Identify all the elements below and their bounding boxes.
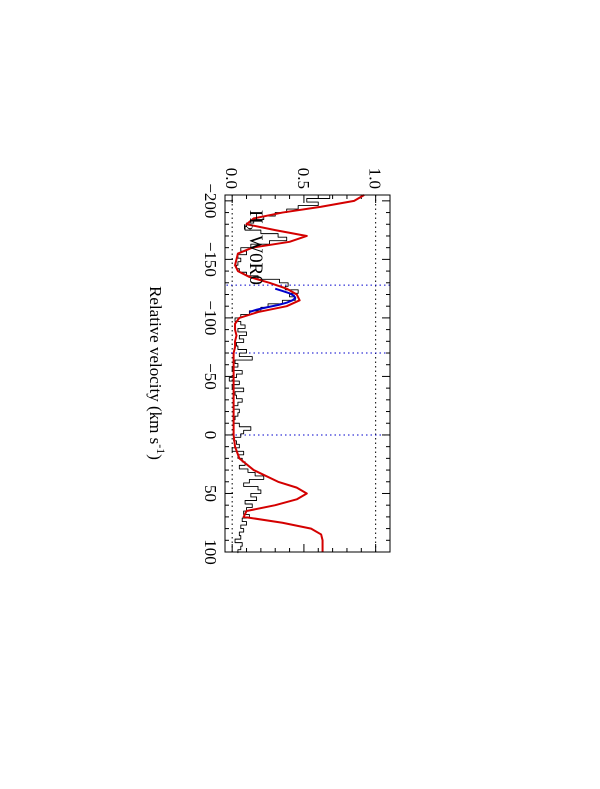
- series-layer: [228, 194, 365, 554]
- x-tick-label: 0: [201, 431, 220, 440]
- species-label: H: [245, 210, 266, 224]
- x-axis-title-close: ): [146, 454, 165, 460]
- reference-lines: [225, 195, 390, 552]
- x-axis-title-exponent: -1: [154, 444, 168, 454]
- y-tick-label: 0.5: [294, 168, 313, 189]
- rotated-plot: −200 −150 −100 −50 0 50 100 0.0 0.5 1.0 H2 W0R0 Re…: [146, 168, 391, 565]
- x-tick-label: −200: [201, 183, 220, 218]
- x-tick-label: −100: [201, 300, 220, 335]
- tick-labels: −200 −150 −100 −50 0 50 100 0.0 0.5 1.0: [201, 168, 385, 565]
- x-tick-label: 50: [201, 485, 220, 502]
- species-annotation: H2 W0R0: [241, 210, 266, 285]
- x-tick-label: −50: [201, 363, 220, 390]
- spectrum-data-line: [228, 195, 331, 554]
- x-tick-label: −150: [201, 242, 220, 277]
- component-fit-line: [249, 287, 297, 313]
- transition-label: W0R0: [245, 235, 266, 285]
- plot-frame: [224, 194, 391, 553]
- axis-ticks: [225, 195, 390, 553]
- species-subscript: 2: [241, 224, 256, 231]
- x-axis-title: Relative velocity (km s-1): [146, 286, 168, 460]
- y-tick-label: 1.0: [366, 168, 385, 189]
- x-axis-title-text: Relative velocity (km s: [146, 286, 165, 444]
- y-tick-label: 0.0: [222, 168, 241, 189]
- x-tick-label: 100: [201, 539, 220, 565]
- model-fit-line: [232, 194, 365, 552]
